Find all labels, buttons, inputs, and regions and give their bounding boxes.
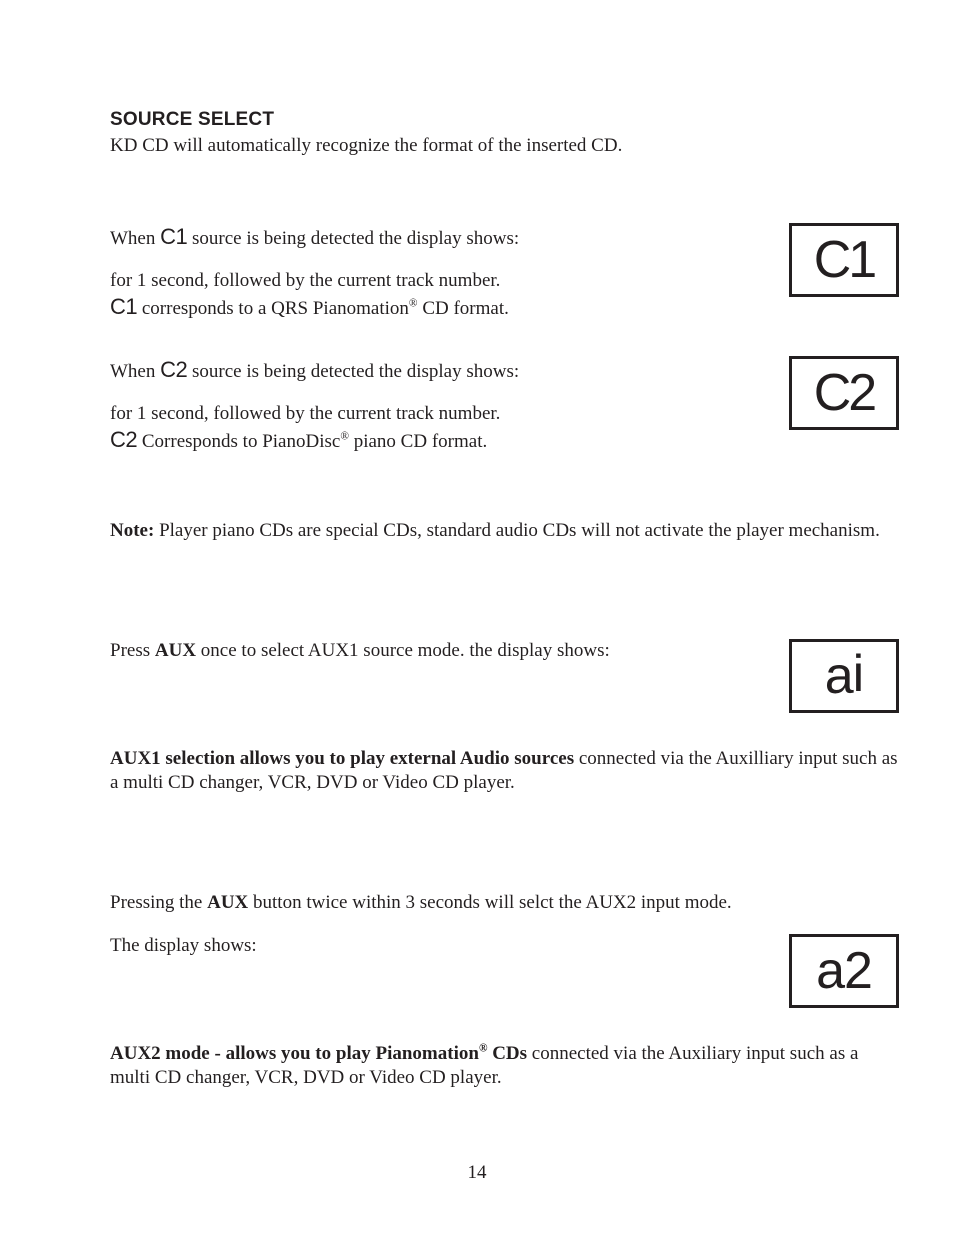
aux-label: AUX [207,892,248,913]
section-heading: SOURCE SELECT [110,108,899,132]
aux1-description: AUX1 selection allows you to play extern… [110,747,899,796]
display-box-c1: C1 [789,223,899,297]
aux-label: AUX [155,640,196,661]
note-label: Note: [110,520,154,541]
registered-mark: ® [340,431,349,443]
note-line: Note: Player piano CDs are special CDs, … [110,519,899,543]
c2-explain-line: C2 Corresponds to PianoDisc® piano CD fo… [110,426,759,454]
display-box-ai: ai [789,639,899,713]
c2-detect-line: When C2 source is being detected the dis… [110,356,759,384]
registered-mark: ® [409,298,418,310]
aux2-line2: The display shows: [110,934,759,958]
intro-text: KD CD will automatically recognize the f… [110,134,899,158]
c1-block: When C1 source is being detected the dis… [110,223,899,322]
aux2-block: The display shows: a2 [110,934,899,1008]
aux1-line: Press AUX once to select AUX1 source mod… [110,639,759,663]
c2-block: When C2 source is being detected the dis… [110,356,899,455]
display-box-c2: C2 [789,356,899,430]
page-number: 14 [0,1161,954,1185]
aux2-description: AUX2 mode - allows you to play Pianomati… [110,1042,899,1091]
display-box-a2: a2 [789,934,899,1008]
aux1-block: Press AUX once to select AUX1 source mod… [110,639,899,713]
c1-followup-line: for 1 second, followed by the current tr… [110,269,759,293]
c2-followup-line: for 1 second, followed by the current tr… [110,402,759,426]
c1-detect-line: When C1 source is being detected the dis… [110,223,759,251]
c1-explain-line: C1 corresponds to a QRS Pianomation® CD … [110,293,759,321]
c1-code-inline: C1 [160,224,187,249]
c2-code-inline: C2 [160,357,187,382]
aux2-line1: Pressing the AUX button twice within 3 s… [110,891,899,915]
